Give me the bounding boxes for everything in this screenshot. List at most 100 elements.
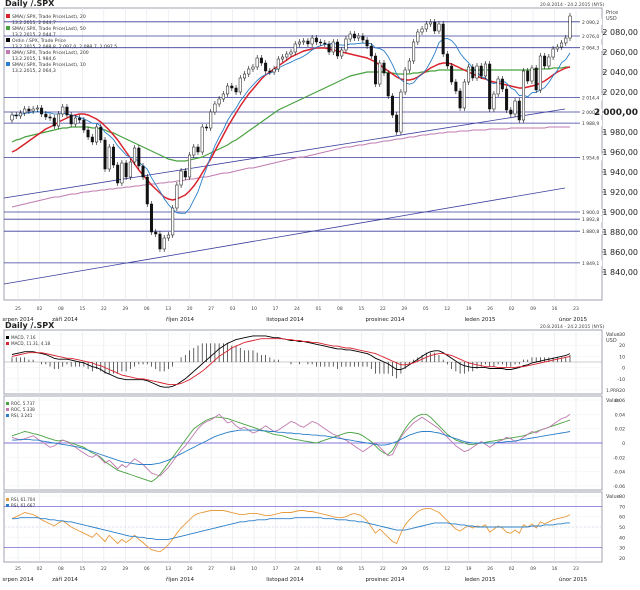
candle-body [365, 39, 369, 47]
candle-body [327, 43, 331, 53]
candle-body [369, 45, 373, 57]
x-tick-label-bottom: 02 [37, 566, 43, 572]
main-date-range: 20.8.2014 - 24.2.2015 (NYS) [540, 2, 604, 8]
sub-legend-swatch [6, 408, 9, 411]
candle-body [14, 114, 18, 117]
price-tick-label: 1 860,00 [602, 248, 638, 257]
legend-swatch [6, 14, 10, 18]
candle-body [551, 48, 555, 58]
series-line-macd [11, 338, 571, 385]
level-label: 1 849,1 [582, 261, 599, 267]
candle-body [281, 56, 285, 60]
macd-bottom-label: 1.PRR [606, 388, 619, 394]
sub-legend-swatch [6, 498, 9, 501]
candle-body [555, 46, 559, 50]
candle-body [35, 107, 39, 110]
candle-body [255, 57, 259, 68]
x-tick-label: 25 [15, 306, 21, 312]
candle-body [238, 77, 242, 93]
candle-body [340, 49, 344, 57]
candle-body [196, 146, 200, 153]
candle-body [471, 66, 475, 79]
series-line-roc [11, 413, 571, 477]
candle-body [412, 41, 416, 62]
sub-tick-label: 0.02 [615, 427, 625, 433]
level-label: 2 000,0 [582, 110, 599, 116]
candle-body [272, 68, 276, 73]
sub-tick-label: -0.04 [613, 470, 625, 476]
x-tick-label-bottom: 09 [530, 566, 536, 572]
candle-body [175, 184, 179, 209]
sub-legend-label: ROC, 5.338 [11, 407, 35, 412]
candle-body [428, 21, 433, 25]
candle-body [209, 111, 213, 129]
x-tick-label: 19 [466, 306, 472, 312]
legend-label: Ordin /.SPX, Trade Price [12, 38, 66, 44]
candle-body [437, 23, 441, 32]
x-tick-label: 02 [509, 306, 515, 312]
candle-body [445, 53, 449, 67]
candle-body [213, 103, 217, 113]
x-tick-label-bottom: 08 [337, 566, 343, 572]
price-tick-label: 1 880,00 [602, 228, 638, 237]
sub-tick-label: -20 [617, 388, 625, 394]
candle-body [361, 35, 365, 41]
level-label-bg [580, 228, 602, 235]
x-tick-label-bottom: 17 [273, 566, 279, 572]
sub-legend-swatch [6, 342, 9, 345]
candle-body [492, 93, 496, 110]
candle-body [517, 100, 521, 121]
trend-line [3, 187, 566, 285]
x-tick-label: 22 [101, 306, 107, 312]
trend-line [3, 108, 566, 199]
candle-body [475, 65, 479, 79]
price-tick-label: 2 000,00 [594, 108, 638, 118]
sub-tick-label: -10 [617, 377, 625, 383]
x-tick-label: 08 [337, 306, 343, 312]
price-tick-label: 2 020,00 [602, 88, 638, 97]
sub-legend-label: MACD, 7.16 [11, 335, 36, 340]
candle-body [90, 136, 94, 143]
level-label: 2 064,3 [582, 46, 599, 52]
candle-body [483, 63, 487, 77]
legend-label: SMA(/.SPX, Trade Price(Last), 200 [12, 50, 89, 56]
candle-body [323, 42, 327, 45]
sma200-line [11, 126, 570, 208]
candle-body [23, 108, 27, 114]
legend-swatch [6, 50, 10, 54]
sub-legend-label: MACD, 11.31, 4.18 [11, 341, 51, 346]
candle-body [374, 55, 378, 85]
level-label-bg [580, 209, 602, 215]
sub-tick-label: 0 [622, 441, 625, 447]
legend-swatch [6, 26, 10, 30]
x-tick-label-bottom: 19 [466, 566, 472, 572]
candle-body [331, 41, 335, 53]
candle-body [44, 113, 48, 118]
price-tick-label: 1 840,00 [602, 268, 638, 277]
level-label: 1 892,8 [582, 217, 599, 223]
candle-body [505, 88, 509, 111]
x-tick-label: 13 [165, 306, 171, 312]
level-label-bg [580, 94, 602, 101]
candle-body [145, 176, 149, 205]
sub-legend-swatch [6, 414, 9, 417]
candle-body [526, 70, 530, 82]
candle-body [496, 78, 500, 95]
candle-body [560, 42, 564, 48]
x-tick-label: 10 [251, 306, 257, 312]
candle-body [40, 107, 44, 115]
macd-title: Daily /.SPX [5, 321, 55, 330]
candle-body [395, 114, 399, 133]
month-label: leden 2015 [464, 317, 496, 323]
candle-body [458, 90, 462, 109]
candle-body [69, 114, 73, 125]
candle-body [378, 62, 382, 85]
candle-body [547, 56, 551, 67]
month-label: srpen 2014 [2, 317, 34, 323]
x-tick-label-bottom: 01 [316, 566, 322, 572]
x-tick-label-bottom: 13 [165, 566, 171, 572]
candle-body [462, 81, 466, 109]
x-tick-label-bottom: 23 [573, 566, 579, 572]
candle-body [543, 55, 547, 67]
